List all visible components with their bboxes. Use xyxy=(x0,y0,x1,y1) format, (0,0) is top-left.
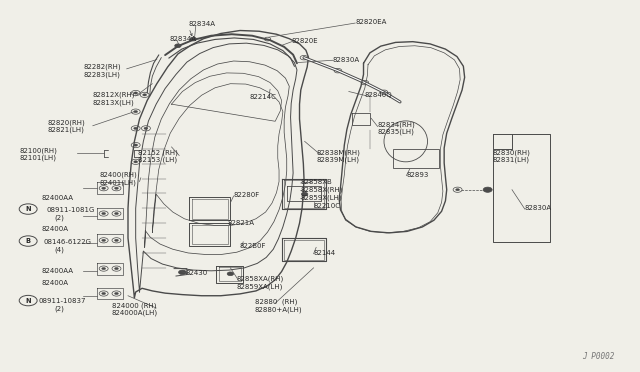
Text: 82893: 82893 xyxy=(406,172,429,178)
Text: 82430: 82430 xyxy=(186,270,208,276)
Text: (2): (2) xyxy=(54,305,64,312)
Text: 824000A(LH): 824000A(LH) xyxy=(112,310,158,317)
Text: 82835(LH): 82835(LH) xyxy=(378,129,415,135)
Circle shape xyxy=(134,144,138,146)
Circle shape xyxy=(115,267,118,270)
Text: B: B xyxy=(26,238,31,244)
Circle shape xyxy=(179,270,186,275)
Text: 82858X(RH): 82858X(RH) xyxy=(301,186,343,193)
Text: 82400A: 82400A xyxy=(42,280,68,286)
Text: 82831(LH): 82831(LH) xyxy=(493,157,530,163)
Text: 08911-1081G: 08911-1081G xyxy=(46,207,95,213)
Text: 82839M(LH): 82839M(LH) xyxy=(317,157,360,163)
Circle shape xyxy=(134,127,138,129)
Text: N: N xyxy=(26,298,31,304)
Text: 82401(LH): 82401(LH) xyxy=(99,179,136,186)
Text: J P0002: J P0002 xyxy=(582,352,614,361)
Circle shape xyxy=(115,187,118,189)
Text: 82210C: 82210C xyxy=(314,203,340,209)
Text: 82834A: 82834A xyxy=(189,21,216,27)
Text: 82813X(LH): 82813X(LH) xyxy=(93,99,134,106)
Text: 82838M(RH): 82838M(RH) xyxy=(317,149,361,156)
Circle shape xyxy=(144,127,148,129)
Text: 82859XA(LH): 82859XA(LH) xyxy=(237,283,283,290)
Text: 82214C: 82214C xyxy=(250,94,276,100)
Text: 82280F: 82280F xyxy=(234,192,260,198)
Text: (4): (4) xyxy=(54,247,64,253)
Text: 82820EA: 82820EA xyxy=(355,19,387,25)
Circle shape xyxy=(102,292,106,295)
Text: 82152 (RH): 82152 (RH) xyxy=(138,149,177,156)
Circle shape xyxy=(102,267,106,270)
Text: 82840Q: 82840Q xyxy=(365,92,392,98)
Text: 82400AA: 82400AA xyxy=(42,195,74,201)
Text: 82283(LH): 82283(LH) xyxy=(83,71,120,78)
Text: 08146-6122G: 08146-6122G xyxy=(44,239,92,245)
Text: 82880  (RH): 82880 (RH) xyxy=(255,299,297,305)
Text: 82153 (LH): 82153 (LH) xyxy=(138,157,177,163)
Circle shape xyxy=(102,239,106,241)
Circle shape xyxy=(115,239,118,241)
Circle shape xyxy=(175,44,181,48)
Text: 82400A: 82400A xyxy=(42,226,68,232)
Circle shape xyxy=(143,94,147,96)
Text: 82400(RH): 82400(RH) xyxy=(99,171,137,178)
Text: 82101(LH): 82101(LH) xyxy=(19,155,56,161)
Circle shape xyxy=(115,292,118,295)
Text: 82834(RH): 82834(RH) xyxy=(378,121,415,128)
Bar xyxy=(393,149,439,168)
Text: 82830A: 82830A xyxy=(333,57,360,62)
Text: 82144: 82144 xyxy=(314,250,336,256)
Text: 82821(LH): 82821(LH) xyxy=(48,127,85,134)
Text: (2): (2) xyxy=(54,214,64,221)
Text: 82834A: 82834A xyxy=(170,36,196,42)
Circle shape xyxy=(190,37,196,41)
Text: 822B0F: 822B0F xyxy=(240,243,266,248)
Circle shape xyxy=(227,272,234,276)
Circle shape xyxy=(115,212,118,215)
Circle shape xyxy=(102,187,106,189)
Text: 82858XB: 82858XB xyxy=(301,179,333,185)
Text: 82880+A(LH): 82880+A(LH) xyxy=(255,306,302,313)
Circle shape xyxy=(134,92,138,94)
Text: 82100(RH): 82100(RH) xyxy=(19,147,57,154)
Text: 82821A: 82821A xyxy=(227,220,254,226)
Circle shape xyxy=(134,110,138,113)
Text: 82400AA: 82400AA xyxy=(42,268,74,274)
Text: 82812X(RH): 82812X(RH) xyxy=(93,92,135,98)
Text: 82859X(LH): 82859X(LH) xyxy=(301,195,342,201)
Circle shape xyxy=(102,212,106,215)
Text: 82820(RH): 82820(RH) xyxy=(48,119,86,126)
Text: 82858XA(RH): 82858XA(RH) xyxy=(237,276,284,282)
Circle shape xyxy=(134,161,138,163)
Circle shape xyxy=(456,189,460,191)
Text: 824000 (RH): 824000 (RH) xyxy=(112,302,157,309)
Text: 82830A: 82830A xyxy=(525,205,552,211)
Text: 82830(RH): 82830(RH) xyxy=(493,149,531,156)
Text: 82820E: 82820E xyxy=(291,38,318,44)
Text: 82282(RH): 82282(RH) xyxy=(83,64,121,70)
Circle shape xyxy=(301,192,308,196)
Text: 08911-10837: 08911-10837 xyxy=(38,298,86,304)
Text: N: N xyxy=(26,206,31,212)
Circle shape xyxy=(483,187,492,192)
